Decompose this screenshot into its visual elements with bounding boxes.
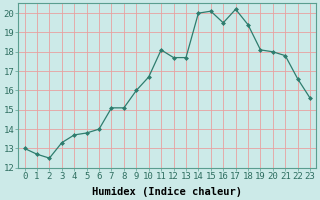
X-axis label: Humidex (Indice chaleur): Humidex (Indice chaleur) [92,186,242,197]
